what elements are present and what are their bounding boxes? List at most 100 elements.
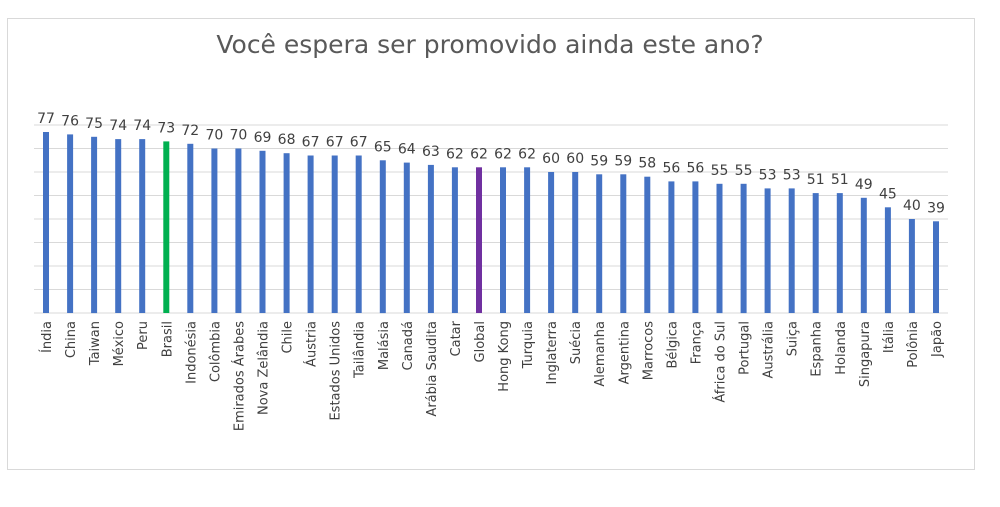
data-label: 62 [518,146,536,162]
data-label: 55 [711,163,729,179]
bar [331,155,338,313]
category-label: Colômbia [208,321,223,382]
data-label: 53 [759,167,777,183]
bar [860,197,867,313]
category-label: Singapura [858,321,873,387]
data-label: 67 [302,135,320,151]
data-label: 69 [254,130,272,146]
data-label: 56 [686,160,704,176]
data-label: 45 [879,186,897,202]
bar [115,139,122,313]
category-label: Indonésia [184,321,199,384]
bar [163,141,170,313]
category-label: Peru [136,321,151,350]
data-label: 51 [807,172,825,188]
category-label: Taiwan [88,321,103,366]
bar [283,153,290,313]
category-label: Austrália [762,321,777,379]
data-label: 62 [446,146,464,162]
bar [235,148,242,313]
data-label: 65 [374,139,392,155]
data-label: 53 [783,167,801,183]
data-label: 72 [181,123,199,139]
data-label: 74 [109,118,127,134]
category-label: África do Sul [713,321,729,403]
bar [788,188,795,313]
bar [836,193,843,313]
data-label: 59 [590,153,608,169]
bar [908,219,915,313]
bar [379,160,386,314]
category-label: Emirados Árabes [231,321,247,431]
category-label: Tailândia [353,321,368,379]
data-label: 70 [205,128,223,144]
category-label: Áustria [304,321,320,367]
category-label: Nova Zelândia [257,321,272,415]
data-label: 51 [831,172,849,188]
category-label: Hong Kong [497,321,512,392]
category-label: China [64,321,79,358]
bar [812,193,819,313]
bar [403,162,410,313]
bar [476,167,482,313]
category-label: Índia [39,321,55,353]
chart-title: Você espera ser promovido ainda este ano… [216,30,764,59]
bar [668,181,675,313]
category-label: Espanha [810,321,825,377]
bar [307,155,314,313]
category-label: Brasil [160,321,175,357]
category-label: Marrocos [641,321,656,380]
category-label: Suiça [786,321,801,356]
category-label: Global [473,321,488,362]
category-label: Polônia [906,321,921,368]
category-label: Itália [882,321,897,353]
bar [67,134,74,313]
data-label: 39 [927,200,945,216]
data-label: 67 [326,135,344,151]
category-label: Canadá [401,321,416,370]
data-label: 74 [133,118,151,134]
data-label: 40 [903,198,921,214]
bar [740,183,747,314]
category-label: França [689,321,704,364]
data-label: 67 [350,135,368,151]
data-label: 62 [470,146,488,162]
data-label: 70 [229,128,247,144]
category-label: Estados Unidos [329,321,344,421]
category-label: Turquia [521,321,536,369]
data-label: 73 [157,120,175,136]
bar [548,172,555,313]
bar [644,176,651,313]
bar [716,183,723,314]
bar [211,148,218,313]
data-label: 68 [278,132,296,148]
bar [91,136,98,314]
data-label: 62 [494,146,512,162]
bar [884,207,891,314]
category-label: Suécia [569,321,584,364]
bar [620,174,627,313]
bar [572,172,579,313]
bar [500,167,506,313]
category-label: Holanda [834,321,849,375]
bar [355,155,362,313]
bar [139,139,146,313]
data-label: 60 [566,151,584,167]
data-label: 55 [735,163,753,179]
bar [692,181,699,313]
data-label: 59 [614,153,632,169]
category-label: Argentina [617,321,632,384]
bar [596,174,603,313]
bar [451,167,458,313]
category-label: Inglaterra [545,321,560,384]
bar [427,164,434,313]
bar [933,221,939,313]
bar [259,150,266,313]
data-label: 58 [638,156,656,172]
category-label: Japão [930,321,945,358]
category-label: Catar [449,320,464,356]
data-label: 76 [61,113,79,129]
bar [187,143,194,313]
bar [524,167,531,313]
